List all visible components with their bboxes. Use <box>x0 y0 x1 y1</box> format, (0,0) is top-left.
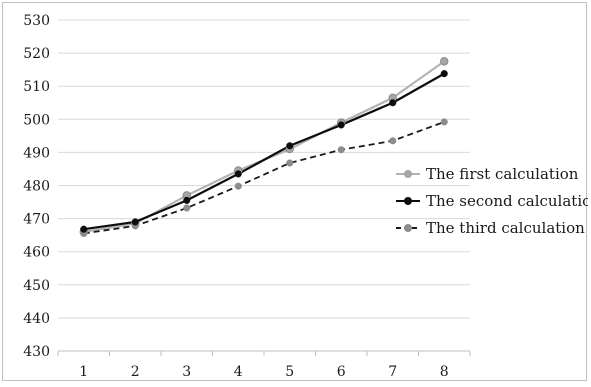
data-point <box>286 142 294 150</box>
data-point <box>234 170 242 178</box>
y-tick-label: 490 <box>23 145 50 161</box>
data-point <box>389 99 397 107</box>
x-tick-label: 7 <box>388 364 397 380</box>
data-point <box>440 118 448 126</box>
x-tick-label: 3 <box>182 364 191 380</box>
legend-label: The third calculation <box>426 219 585 237</box>
y-tick-label: 520 <box>23 46 50 62</box>
gridlines <box>58 19 470 352</box>
legend-label: The second calculation <box>426 192 588 210</box>
data-point <box>440 70 448 78</box>
y-tick-label: 500 <box>23 112 50 128</box>
y-tick-label: 430 <box>23 344 50 360</box>
y-tick-label: 530 <box>23 13 50 29</box>
legend-swatch-marker <box>404 170 412 178</box>
data-point <box>80 225 88 233</box>
y-axis-ticks: 430 440 450 460 470 480 490 500 510 520 530 <box>23 13 50 360</box>
x-tick-label: 1 <box>79 364 88 380</box>
data-point <box>234 182 242 190</box>
legend: The first calculation The second calculat… <box>396 165 591 237</box>
data-point <box>183 196 191 204</box>
y-tick-label: 460 <box>23 245 50 261</box>
data-point <box>389 137 397 145</box>
data-point <box>131 218 139 226</box>
series-line <box>83 60 445 233</box>
legend-label: The first calculation <box>426 165 579 183</box>
data-point <box>337 121 345 129</box>
legend-swatch-marker <box>404 197 412 205</box>
x-tick-label: 8 <box>440 364 449 380</box>
series-line <box>83 121 445 235</box>
data-point <box>440 57 449 66</box>
y-tick-label: 440 <box>23 311 50 327</box>
x-tick-label: 2 <box>131 364 140 380</box>
data-point <box>337 146 345 154</box>
x-tick-label: 6 <box>337 364 346 380</box>
y-tick-label: 470 <box>23 212 50 228</box>
chart-frame: 430 440 450 460 470 480 490 500 510 520 530 1 2 3 4 5 6… <box>2 2 591 381</box>
data-point <box>183 204 191 212</box>
data-point <box>286 159 294 167</box>
y-tick-label: 480 <box>23 179 50 195</box>
x-axis: 1 2 3 4 5 6 7 8 <box>57 350 471 380</box>
x-tick-label: 4 <box>234 364 243 380</box>
line-chart: 430 440 450 460 470 480 490 500 510 520 530 1 2 3 4 5 6… <box>23 13 591 380</box>
x-tick-label: 5 <box>285 364 294 380</box>
series-line <box>83 72 445 231</box>
series-lines <box>79 57 449 238</box>
y-tick-label: 450 <box>23 278 50 294</box>
legend-swatch-marker <box>404 224 412 232</box>
y-tick-label: 510 <box>23 79 50 95</box>
